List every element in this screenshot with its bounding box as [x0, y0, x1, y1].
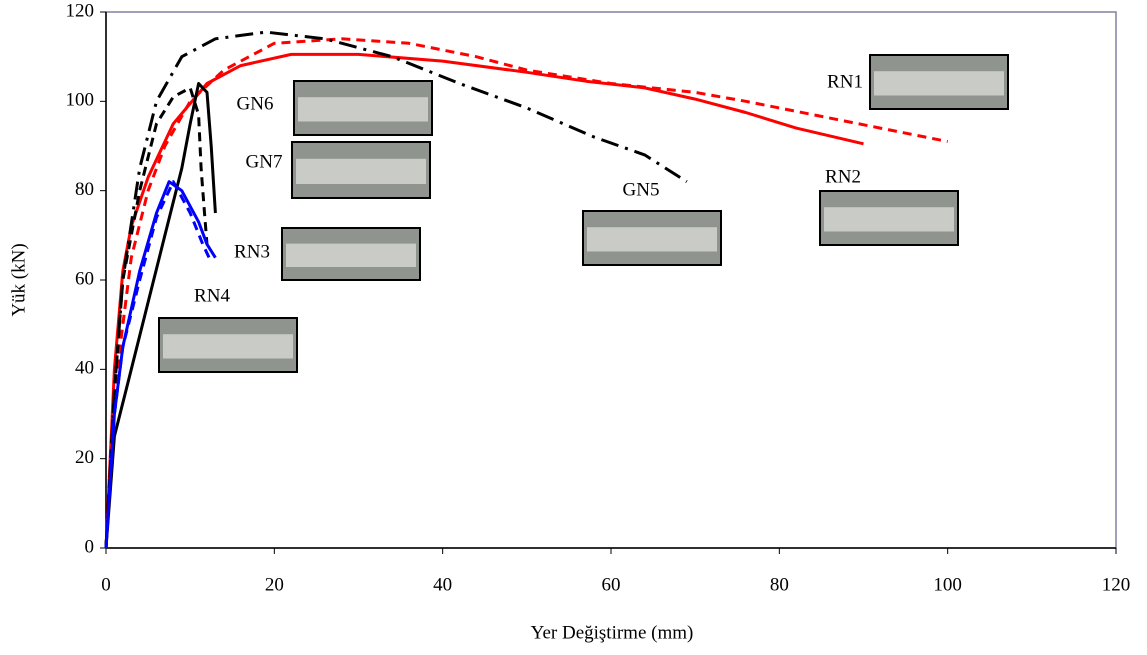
- series-label: RN4: [194, 285, 230, 306]
- x-tick-label: 100: [933, 574, 962, 595]
- photo-detail: [286, 243, 416, 267]
- series-label: GN6: [237, 93, 274, 114]
- y-tick-label: 0: [85, 536, 95, 557]
- series-line: [104, 37, 948, 549]
- x-tick-label: 40: [433, 574, 452, 595]
- series-line: [104, 82, 217, 549]
- photo-detail: [587, 227, 717, 252]
- x-tick-label: 0: [101, 574, 111, 595]
- y-tick-label: 120: [66, 0, 95, 21]
- series-label: GN7: [246, 151, 283, 172]
- photo-detail: [296, 158, 426, 184]
- x-tick-label: 80: [770, 574, 789, 595]
- series-line: [104, 86, 209, 549]
- photo-detail: [874, 71, 1004, 96]
- y-tick-label: 100: [66, 90, 95, 111]
- x-axis-title: Yer Değiştirme (mm): [531, 622, 694, 643]
- series-label: RN3: [234, 241, 270, 262]
- y-tick-label: 80: [75, 179, 94, 200]
- x-tick-label: 60: [602, 574, 621, 595]
- series-label: RN1: [827, 71, 863, 92]
- x-tick-label: 20: [265, 574, 284, 595]
- series-label: GN5: [623, 179, 660, 200]
- y-tick-label: 60: [75, 268, 94, 289]
- series-label: RN2: [825, 166, 861, 187]
- photo-detail: [163, 334, 293, 359]
- photo-detail: [298, 97, 428, 122]
- series-line: [104, 180, 213, 549]
- x-tick-label: 120: [1102, 574, 1131, 595]
- y-tick-label: 40: [75, 358, 94, 379]
- y-tick-label: 20: [75, 447, 94, 468]
- photo-detail: [824, 207, 954, 232]
- y-axis-title: Yük (kN): [8, 243, 29, 316]
